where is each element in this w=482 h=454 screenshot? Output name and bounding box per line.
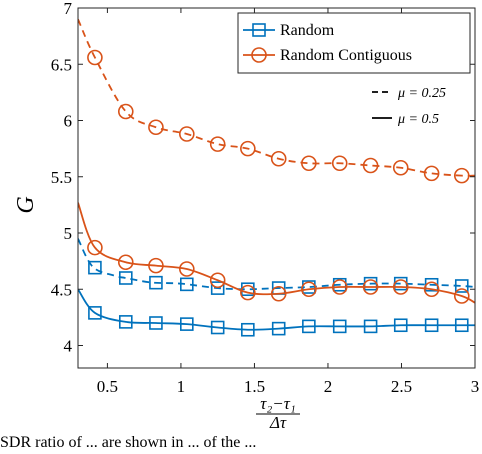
data-point	[453, 288, 470, 304]
data-point	[88, 306, 102, 320]
series-random-contiguous-mu-0.5	[78, 202, 475, 304]
y-tick-label: 6	[64, 112, 73, 131]
data-point	[149, 275, 163, 290]
y-tick-label: 5	[64, 224, 73, 243]
data-point	[209, 272, 226, 289]
data-point	[118, 271, 133, 285]
data-point	[240, 284, 256, 301]
data-point	[331, 155, 348, 172]
data-point	[179, 126, 195, 142]
legend-style-entry: μ = 0.25	[372, 86, 446, 101]
x-tick-label: 1	[177, 377, 186, 396]
data-point	[271, 321, 286, 336]
x-tick-label: 3	[471, 377, 480, 396]
x-tick-label: 1.5	[244, 377, 265, 396]
data-point	[87, 239, 103, 256]
legend-entry: Random Contiguous	[243, 47, 412, 64]
series-line	[78, 288, 475, 331]
data-point	[270, 150, 287, 167]
data-point	[302, 319, 316, 334]
legend: Random Random Contiguous μ = 0.25 μ = 0.5	[237, 12, 471, 127]
x-axis-label: τ₂−τ₁ Δτ	[256, 394, 300, 432]
legend-style-label: μ = 0.25	[397, 86, 446, 101]
data-point	[117, 254, 134, 271]
data-point	[363, 319, 378, 334]
data-point	[454, 318, 469, 333]
data-point	[393, 318, 408, 333]
data-point	[180, 317, 194, 331]
data-point	[117, 103, 134, 120]
series-line	[78, 18, 475, 177]
data-point	[209, 136, 226, 152]
y-tick-label: 4.5	[51, 280, 72, 299]
x-axis-label-denominator: Δτ	[269, 413, 287, 432]
data-point	[301, 155, 317, 172]
data-point	[149, 316, 163, 330]
data-point	[362, 157, 379, 174]
x-tick-label: 2	[324, 377, 333, 396]
legend-label: Random Contiguous	[280, 47, 412, 64]
data-point	[392, 279, 409, 295]
data-point	[453, 167, 470, 184]
data-point	[301, 281, 317, 298]
data-point	[362, 279, 379, 295]
data-point	[331, 279, 348, 295]
data-point	[454, 279, 469, 293]
legend-style-entry: μ = 0.5	[372, 112, 439, 127]
data-point	[87, 49, 103, 66]
y-tick-label: 6.5	[51, 55, 72, 74]
data-point	[240, 140, 256, 157]
data-point	[210, 320, 225, 335]
data-point	[423, 165, 440, 182]
x-axis-label-numerator: τ₂−τ₁	[260, 394, 295, 413]
plot-area	[78, 18, 475, 337]
series-line	[78, 202, 475, 304]
ticks: 0.5 1 1.5 2 2.5 3 4 4.5 5 5.5 6 6.5 7	[51, 0, 480, 396]
caption-fragment: SDR ratio of ... are shown in ... of the…	[0, 434, 257, 451]
data-point	[180, 277, 194, 292]
series-random-contiguous-mu-0.25	[78, 18, 475, 184]
x-tick-label: 2.5	[391, 377, 412, 396]
legend-label: Random	[280, 22, 335, 39]
series-random-mu-0.5	[78, 288, 475, 337]
axes	[77, 7, 476, 369]
data-point	[270, 285, 287, 302]
legend-box	[237, 12, 471, 74]
legend-style-label: μ = 0.5	[397, 112, 439, 127]
data-point	[88, 260, 102, 275]
data-point	[148, 257, 164, 274]
data-point	[241, 322, 255, 337]
legend-marker	[252, 23, 266, 37]
data-point	[148, 119, 164, 136]
data-point	[179, 261, 195, 277]
data-point	[332, 319, 347, 334]
data-point	[392, 159, 409, 176]
axes-box	[77, 7, 476, 369]
data-point	[423, 281, 440, 298]
data-point	[118, 315, 133, 329]
x-tick-label: 0.5	[97, 377, 118, 396]
legend-entry: Random	[243, 22, 335, 39]
y-axis-label: G	[13, 196, 39, 213]
legend-marker	[251, 47, 267, 63]
y-tick-label: 7	[64, 0, 73, 18]
data-point	[210, 281, 225, 295]
y-tick-label: 4	[64, 337, 73, 356]
y-tick-label: 5.5	[51, 168, 72, 187]
data-point	[424, 318, 439, 333]
